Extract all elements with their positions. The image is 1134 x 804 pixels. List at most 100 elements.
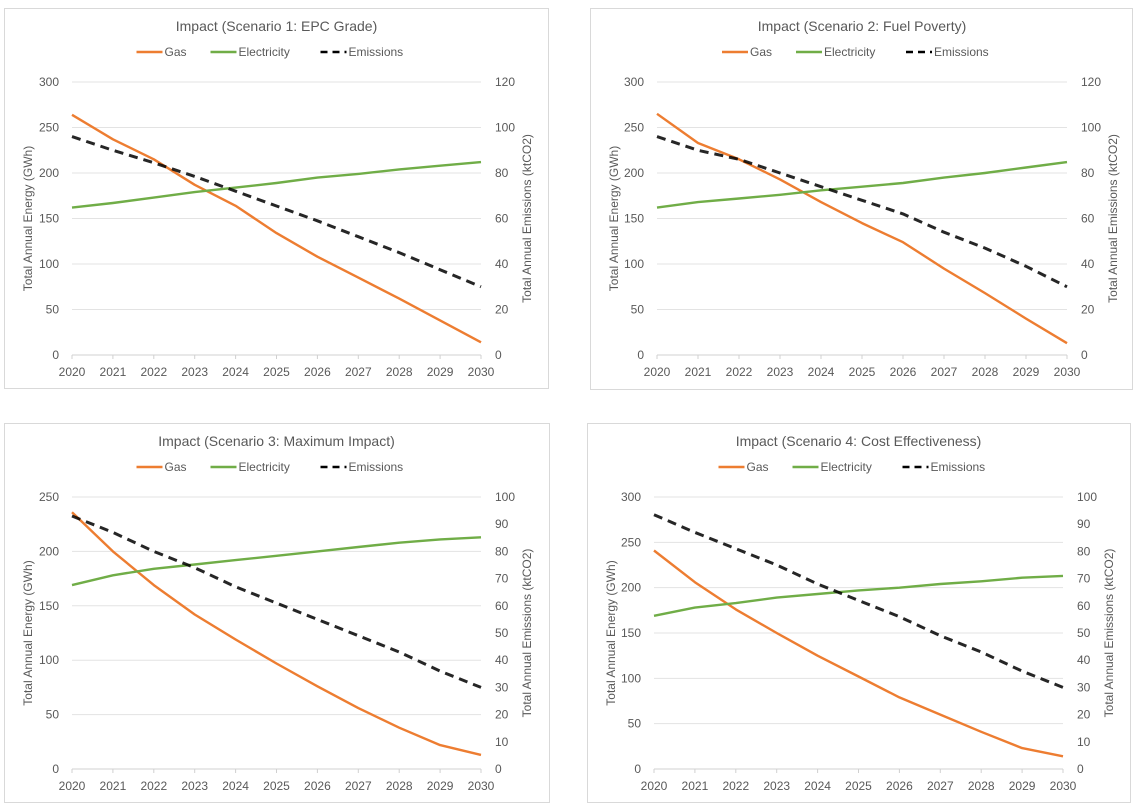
y-tick-label: 150 bbox=[624, 212, 644, 226]
legend-item-gas: Gas bbox=[722, 45, 772, 59]
legend-item-electricity: Electricity bbox=[210, 45, 290, 59]
y2-tick-label: 30 bbox=[495, 680, 509, 694]
y-tick-label: 200 bbox=[39, 544, 59, 558]
y2-tick-label: 120 bbox=[1081, 75, 1101, 89]
y2-tick-label: 40 bbox=[495, 653, 509, 667]
legend-item-gas: Gas bbox=[136, 460, 187, 474]
y2-tick-label: 0 bbox=[1077, 762, 1084, 776]
y2-tick-label: 80 bbox=[495, 544, 509, 558]
y-axis-title: Total Annual Energy (GWh) bbox=[21, 560, 35, 705]
x-tick-label: 2025 bbox=[263, 365, 290, 379]
series-line-emissions bbox=[656, 135, 1068, 289]
x-tick-label: 2020 bbox=[641, 779, 668, 793]
legend-item-gas: Gas bbox=[718, 460, 769, 474]
y-tick-label: 250 bbox=[624, 121, 644, 135]
y2-axis-title: Total Annual Emissions (ktCO2) bbox=[1106, 134, 1120, 303]
x-tick-label: 2020 bbox=[644, 365, 671, 379]
y-tick-label: 300 bbox=[621, 490, 641, 504]
x-tick-label: 2021 bbox=[100, 779, 127, 793]
x-tick-label: 2030 bbox=[1054, 365, 1081, 379]
y-tick-label: 150 bbox=[621, 626, 641, 640]
x-tick-label: 2027 bbox=[345, 779, 372, 793]
x-tick-label: 2020 bbox=[59, 365, 86, 379]
x-tick-label: 2024 bbox=[808, 365, 835, 379]
y-tick-label: 250 bbox=[39, 490, 59, 504]
y2-axis-title: Total Annual Emissions (ktCO2) bbox=[520, 549, 534, 718]
y-tick-label: 250 bbox=[621, 535, 641, 549]
y-tick-label: 200 bbox=[621, 581, 641, 595]
chart-panel-scenario-2: Impact (Scenario 2: Fuel Poverty) Gas Elec… bbox=[590, 8, 1133, 390]
legend-label: Gas bbox=[750, 45, 772, 59]
y-tick-label: 50 bbox=[46, 708, 60, 722]
x-tick-label: 2025 bbox=[263, 779, 290, 793]
x-tick-label: 2023 bbox=[181, 365, 208, 379]
y2-tick-label: 100 bbox=[1077, 490, 1097, 504]
y2-tick-label: 0 bbox=[1081, 348, 1088, 362]
legend-label: Electricity bbox=[239, 460, 290, 474]
y2-tick-label: 100 bbox=[495, 121, 515, 135]
y-axis-title: Total Annual Energy (GWh) bbox=[607, 146, 621, 291]
x-tick-label: 2029 bbox=[1013, 365, 1040, 379]
x-tick-label: 2026 bbox=[304, 779, 331, 793]
y2-tick-label: 10 bbox=[495, 735, 509, 749]
x-tick-label: 2022 bbox=[722, 779, 749, 793]
legend-item-electricity: Electricity bbox=[210, 460, 290, 474]
x-tick-label: 2027 bbox=[931, 365, 958, 379]
y-tick-label: 0 bbox=[52, 762, 59, 776]
chart-area-border bbox=[587, 423, 1131, 803]
x-tick-label: 2029 bbox=[427, 779, 454, 793]
series-line-electricity bbox=[656, 160, 1068, 209]
legend-item-gas: Gas bbox=[136, 45, 187, 59]
y-tick-label: 50 bbox=[631, 303, 645, 317]
y-tick-label: 100 bbox=[39, 653, 59, 667]
chart-panel-scenario-3: Impact (Scenario 3: Maximum Impact) Gas El… bbox=[4, 423, 550, 803]
y2-tick-label: 40 bbox=[495, 257, 509, 271]
chart-panel-scenario-4: Impact (Scenario 4: Cost Effectiveness) G… bbox=[587, 423, 1131, 803]
x-tick-label: 2024 bbox=[222, 365, 249, 379]
legend: Gas Electricity Emissions bbox=[722, 45, 989, 59]
y2-tick-label: 0 bbox=[495, 348, 502, 362]
y2-tick-label: 40 bbox=[1077, 653, 1091, 667]
x-tick-label: 2026 bbox=[886, 779, 913, 793]
legend-label: Emissions bbox=[934, 45, 989, 59]
series-line-gas bbox=[656, 112, 1068, 345]
chart-panel-scenario-1: Impact (Scenario 1: EPC Grade) Gas Electri… bbox=[4, 8, 549, 389]
y2-tick-label: 80 bbox=[1081, 166, 1095, 180]
legend: Gas Electricity Emissions bbox=[718, 460, 986, 474]
series-line-electricity bbox=[71, 160, 482, 209]
chart-title: Impact (Scenario 1: EPC Grade) bbox=[176, 18, 378, 34]
legend-label: Gas bbox=[747, 460, 769, 474]
y2-tick-label: 20 bbox=[1081, 303, 1095, 317]
legend-label: Emissions bbox=[349, 460, 404, 474]
legend-label: Emissions bbox=[931, 460, 986, 474]
x-tick-label: 2025 bbox=[845, 779, 872, 793]
y-tick-label: 300 bbox=[39, 75, 59, 89]
x-tick-label: 2028 bbox=[386, 779, 413, 793]
chart-title: Impact (Scenario 3: Maximum Impact) bbox=[158, 433, 395, 449]
legend: Gas Electricity Emissions bbox=[136, 45, 403, 59]
x-tick-label: 2026 bbox=[890, 365, 917, 379]
x-tick-label: 2030 bbox=[1050, 779, 1077, 793]
y2-tick-label: 80 bbox=[495, 166, 509, 180]
y2-axis-title: Total Annual Emissions (ktCO2) bbox=[520, 134, 534, 303]
y2-tick-label: 60 bbox=[495, 599, 509, 613]
x-tick-label: 2029 bbox=[427, 365, 454, 379]
x-tick-label: 2030 bbox=[468, 365, 495, 379]
chart-title: Impact (Scenario 2: Fuel Poverty) bbox=[758, 18, 967, 34]
x-tick-label: 2026 bbox=[304, 365, 331, 379]
y2-tick-label: 20 bbox=[495, 708, 509, 722]
x-tick-label: 2025 bbox=[849, 365, 876, 379]
y-tick-label: 300 bbox=[624, 75, 644, 89]
y2-tick-label: 100 bbox=[495, 490, 515, 504]
chart-area-border bbox=[4, 423, 550, 803]
y2-tick-label: 60 bbox=[1081, 212, 1095, 226]
y2-tick-label: 70 bbox=[495, 572, 509, 586]
x-tick-label: 2023 bbox=[767, 365, 794, 379]
legend-label: Electricity bbox=[824, 45, 875, 59]
x-tick-label: 2028 bbox=[386, 365, 413, 379]
x-tick-label: 2028 bbox=[968, 779, 995, 793]
y2-tick-label: 50 bbox=[1077, 626, 1091, 640]
x-tick-label: 2029 bbox=[1009, 779, 1036, 793]
x-tick-label: 2021 bbox=[685, 365, 712, 379]
